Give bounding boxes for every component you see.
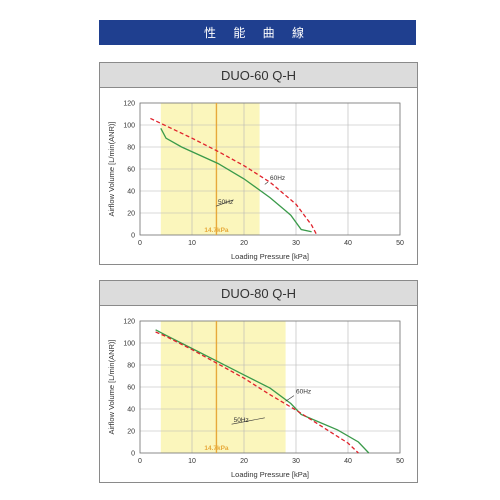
x-tick-label: 10 xyxy=(188,240,196,247)
series-label-50hz-leader xyxy=(231,417,265,425)
y-tick-label: 120 xyxy=(123,319,135,326)
x-tick-label: 0 xyxy=(138,240,142,247)
x-tick-label: 30 xyxy=(292,458,300,465)
y-tick-label: 20 xyxy=(127,429,135,436)
series-label-60hz: 60Hz xyxy=(270,175,285,182)
series-label-50hz: 50Hz xyxy=(234,417,249,424)
series-line-50hz xyxy=(155,329,370,454)
y-tick-label: 60 xyxy=(127,385,135,392)
y-tick-label: 120 xyxy=(123,101,135,108)
page-title: 性 能 曲 線 xyxy=(203,26,311,40)
y-tick-label: 40 xyxy=(127,189,135,196)
y-tick-label: 0 xyxy=(131,451,135,458)
y-tick-label: 60 xyxy=(127,167,135,174)
series-label-60hz: 60Hz xyxy=(296,389,311,396)
chart-panel-duo-60: DUO-60 Q-H 14.7kPa 0 10 20 30 40 50 0 20 40 60 80 10… xyxy=(99,62,418,265)
x-tick-label: 20 xyxy=(240,240,248,247)
x-tick-label: 30 xyxy=(292,240,300,247)
series-label-60hz-leader xyxy=(285,395,295,402)
x-tick-label: 10 xyxy=(188,458,196,465)
y-tick-label: 40 xyxy=(127,407,135,414)
series-label-50hz-leader xyxy=(215,199,234,207)
x-tick-label: 0 xyxy=(138,458,142,465)
chart-panel-duo-80: DUO-80 Q-H 14.7kPa 0 10 20 30 40 50 0 20 40 60 80 10… xyxy=(99,280,418,483)
x-axis-label: Loading Pressure [kPa] xyxy=(231,470,309,479)
x-axis-label: Loading Pressure [kPa] xyxy=(231,252,309,261)
chart-title: DUO-60 Q-H xyxy=(100,63,417,88)
y-tick-label: 80 xyxy=(127,145,135,152)
x-tick-label: 50 xyxy=(396,458,404,465)
y-tick-label: 80 xyxy=(127,363,135,370)
chart-duo-60: 14.7kPa 0 10 20 30 40 50 0 20 40 60 80 100 120 Loading… xyxy=(107,101,404,262)
marker-label: 14.7kPa xyxy=(204,227,229,234)
y-tick-label: 100 xyxy=(123,123,135,130)
plot-frame xyxy=(139,320,401,454)
y-axis-label: Airflow Volume [L/min(ANR)] xyxy=(107,339,116,434)
series-label-60hz-leader xyxy=(264,181,269,185)
marker-label: 14.7kPa xyxy=(204,445,229,452)
plot-frame xyxy=(139,102,401,236)
series-line-50hz xyxy=(160,127,312,233)
x-tick-label: 20 xyxy=(240,458,248,465)
y-tick-label: 100 xyxy=(123,341,135,348)
series-label-50hz: 50Hz xyxy=(218,199,233,206)
y-axis-label: Airflow Volume [L/min(ANR)] xyxy=(107,121,116,216)
y-tick-label: 20 xyxy=(127,211,135,218)
x-tick-label: 50 xyxy=(396,240,404,247)
chart-title: DUO-80 Q-H xyxy=(100,281,417,306)
page-banner: 性 能 曲 線 xyxy=(99,20,416,45)
y-tick-label: 0 xyxy=(131,233,135,240)
chart-duo-80: 14.7kPa 0 10 20 30 40 50 0 20 40 60 80 100 120 Loading… xyxy=(107,319,404,480)
series-line-60hz xyxy=(150,117,318,236)
x-tick-label: 40 xyxy=(344,458,352,465)
x-tick-label: 40 xyxy=(344,240,352,247)
